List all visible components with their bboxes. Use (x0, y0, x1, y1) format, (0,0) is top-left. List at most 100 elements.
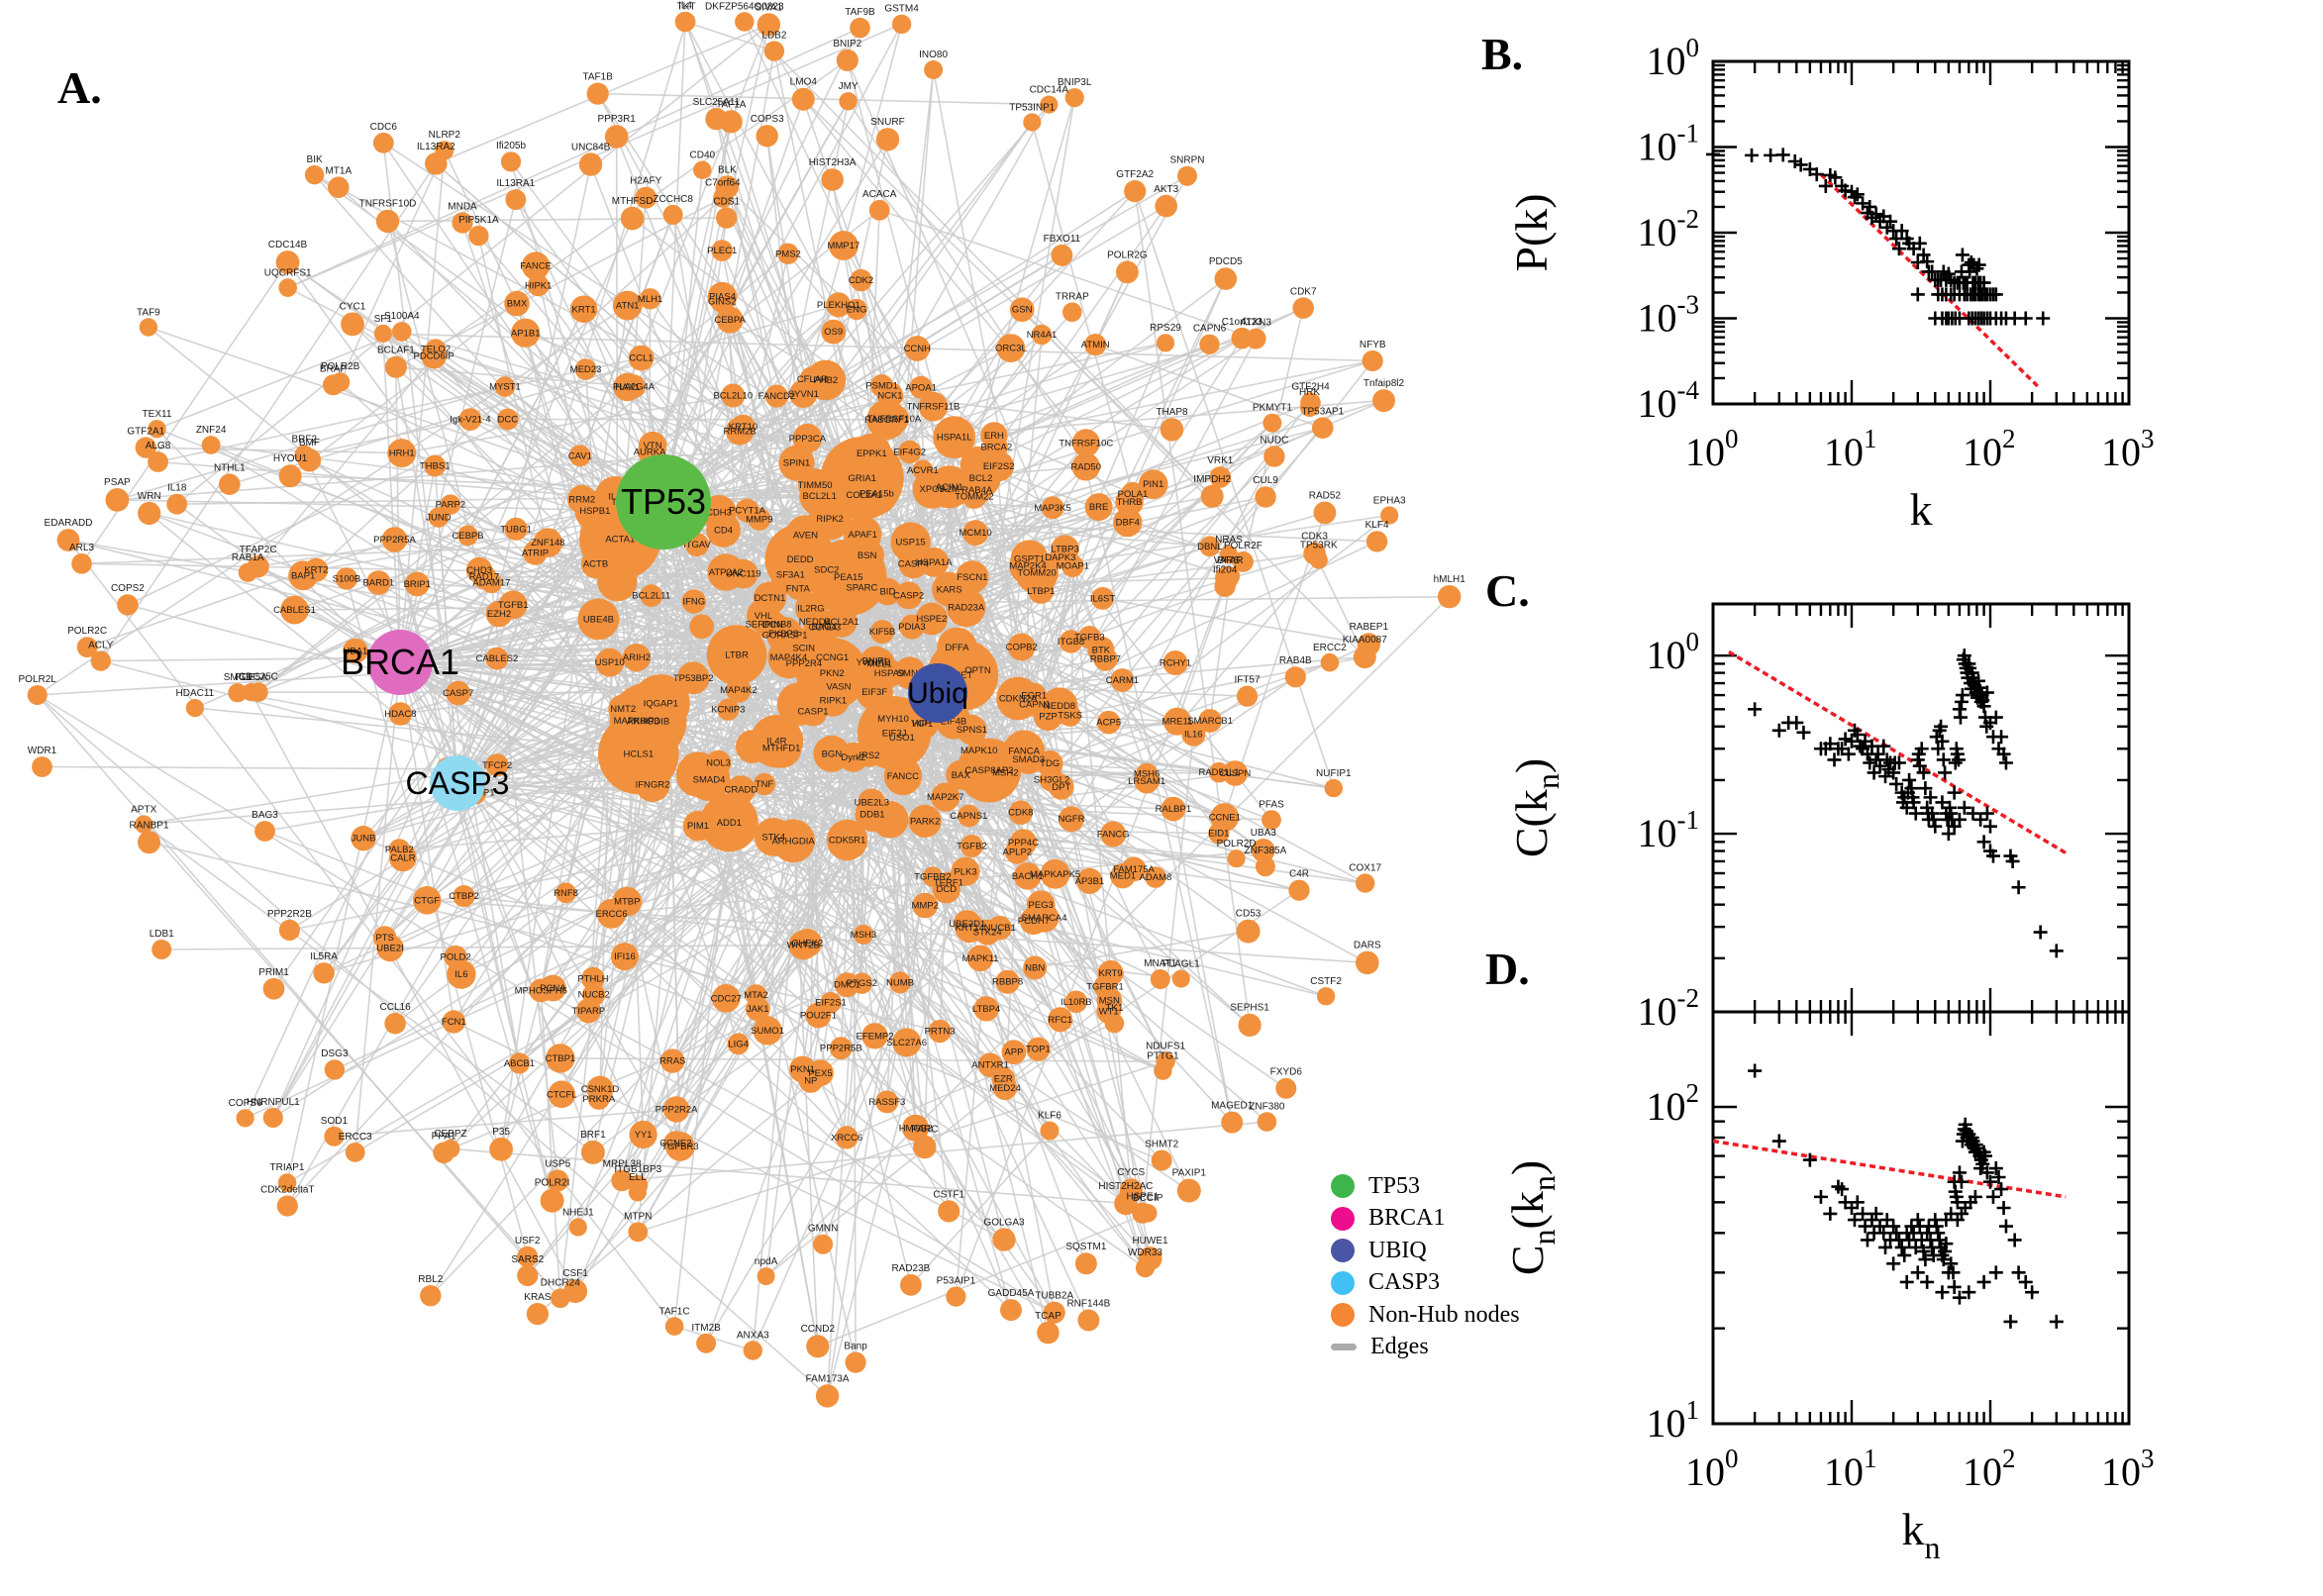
network-node[interactable] (458, 408, 482, 431)
network-node[interactable] (706, 513, 741, 548)
network-node[interactable] (894, 581, 923, 610)
network-node[interactable] (521, 251, 551, 280)
network-node[interactable] (366, 570, 391, 595)
network-node[interactable] (937, 627, 977, 667)
network-node[interactable] (595, 648, 625, 677)
network-node[interactable] (280, 595, 309, 625)
network-node[interactable] (933, 416, 976, 459)
network-node[interactable] (947, 587, 986, 628)
network-node[interactable] (776, 682, 821, 726)
network-node[interactable] (729, 558, 758, 589)
network-node[interactable] (1002, 730, 1046, 772)
network-node[interactable] (577, 598, 620, 641)
network-node[interactable] (824, 651, 857, 684)
network-node[interactable] (812, 615, 837, 640)
network-node[interactable] (890, 522, 931, 562)
network-node[interactable] (961, 483, 987, 509)
network-node[interactable] (808, 497, 852, 541)
network-node[interactable] (1013, 862, 1042, 890)
network-node[interactable] (966, 658, 989, 682)
network-node[interactable] (1008, 800, 1033, 825)
network-node[interactable] (1023, 955, 1048, 980)
network-node[interactable] (548, 1080, 576, 1109)
network-node[interactable] (764, 384, 789, 408)
network-node[interactable] (962, 520, 988, 547)
network-node[interactable] (957, 715, 987, 746)
network-node[interactable] (511, 318, 541, 348)
network-node[interactable] (622, 644, 652, 672)
network-node[interactable] (1007, 633, 1036, 661)
network-node[interactable] (726, 677, 752, 703)
network-node[interactable] (856, 472, 898, 515)
network-node[interactable] (996, 334, 1026, 362)
network-node[interactable] (1210, 803, 1240, 832)
network-node[interactable] (689, 614, 715, 640)
network-node[interactable] (1084, 493, 1113, 522)
network-node[interactable] (909, 375, 933, 399)
network-node[interactable] (556, 882, 576, 904)
network-node[interactable] (706, 625, 767, 685)
network-node[interactable] (960, 446, 997, 483)
network-node[interactable] (388, 702, 413, 726)
network-node[interactable] (611, 943, 639, 971)
network-node[interactable] (980, 422, 1008, 449)
network-node[interactable] (753, 581, 787, 615)
network-node[interactable] (904, 336, 931, 361)
network-node[interactable] (597, 560, 638, 602)
network-node[interactable] (1084, 334, 1107, 356)
network-node[interactable] (792, 929, 822, 957)
network-node[interactable] (1113, 507, 1143, 538)
network-node[interactable] (1100, 821, 1127, 848)
network-node[interactable] (635, 766, 670, 802)
network-node[interactable] (717, 698, 740, 721)
network-node[interactable] (404, 571, 430, 597)
network-node[interactable] (1010, 540, 1049, 578)
network-node[interactable] (639, 288, 661, 310)
network-node[interactable] (700, 793, 758, 852)
network-node[interactable] (343, 638, 368, 663)
network-node[interactable] (770, 554, 811, 595)
network-node[interactable] (883, 756, 923, 796)
network-node[interactable] (676, 661, 710, 695)
network-node[interactable] (1115, 487, 1144, 517)
network-node[interactable] (852, 433, 892, 473)
network-node[interactable] (527, 274, 550, 297)
network-node[interactable] (754, 818, 793, 856)
network-node[interactable] (835, 1126, 858, 1149)
network-node[interactable] (871, 800, 909, 839)
network-node[interactable] (833, 545, 872, 585)
network-node[interactable] (915, 602, 949, 636)
network-node[interactable] (838, 742, 868, 772)
network-node[interactable] (1071, 452, 1100, 481)
network-node[interactable] (453, 885, 475, 908)
network-node[interactable] (754, 610, 783, 639)
network-node[interactable] (304, 557, 329, 582)
network-node[interactable] (681, 589, 706, 614)
network-node[interactable] (874, 658, 904, 688)
network-node[interactable] (640, 584, 663, 607)
network-node[interactable] (682, 810, 714, 842)
network-node[interactable] (675, 752, 720, 797)
network-node[interactable] (726, 775, 756, 805)
network-node[interactable] (1198, 709, 1222, 733)
network-node[interactable] (485, 647, 509, 670)
network-node[interactable] (721, 383, 746, 408)
network-node[interactable] (753, 772, 776, 796)
network-node[interactable] (898, 440, 922, 464)
network-node[interactable] (546, 1044, 575, 1073)
network-node[interactable] (946, 759, 976, 790)
network-node[interactable] (735, 498, 759, 523)
network-node[interactable] (854, 925, 873, 945)
network-node[interactable] (956, 560, 989, 594)
network-node[interactable] (778, 445, 815, 481)
network-node[interactable] (1222, 760, 1249, 786)
network-node[interactable] (567, 484, 597, 515)
network-node[interactable] (870, 620, 894, 645)
network-node[interactable] (716, 306, 744, 334)
network-node[interactable] (958, 804, 980, 828)
network-node[interactable] (1041, 496, 1064, 520)
network-node[interactable] (873, 577, 902, 606)
network-node[interactable] (826, 819, 868, 861)
network-node[interactable] (760, 727, 802, 768)
network-node[interactable] (850, 268, 872, 292)
